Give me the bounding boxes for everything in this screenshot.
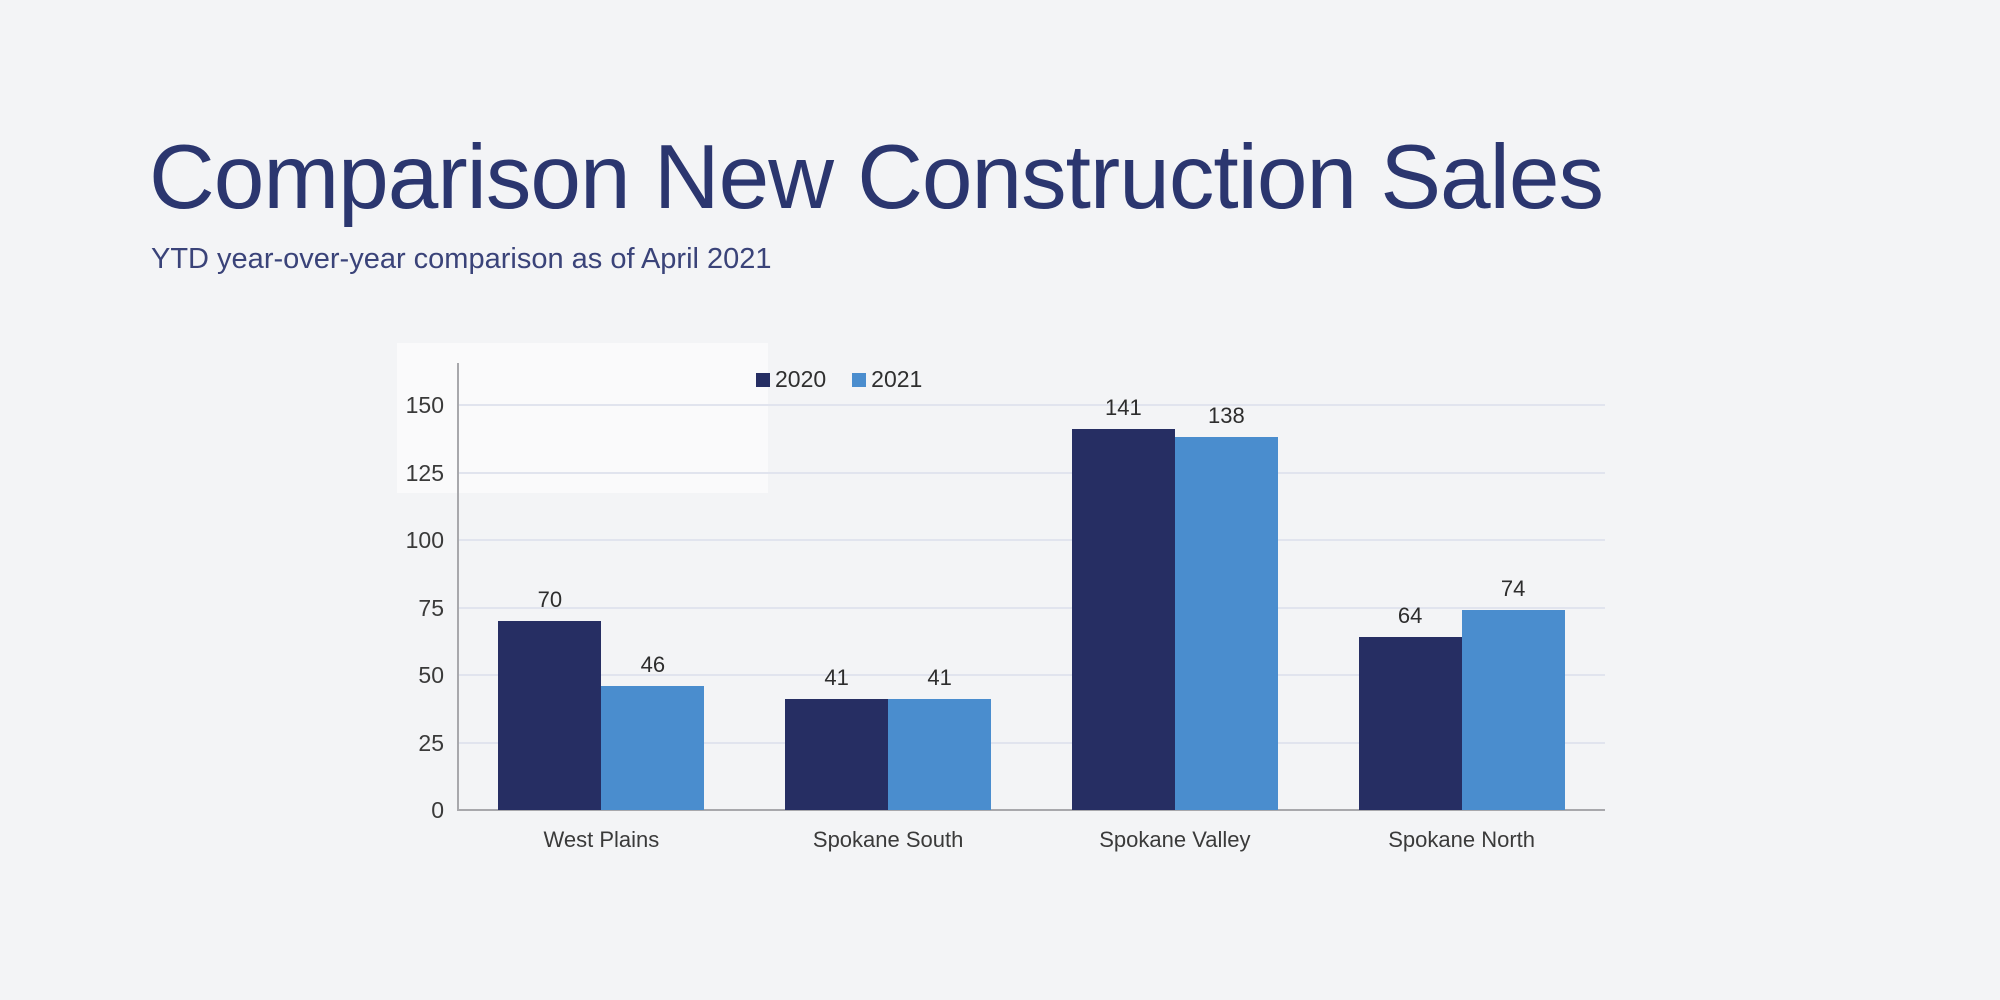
- gridline-75: [458, 606, 1605, 609]
- legend-swatch-2020: [756, 372, 770, 387]
- category-label-spokane-north: Spokane North: [1388, 827, 1535, 852]
- legend-swatch-2021: [852, 372, 867, 387]
- bar-2021-spokane-south: [888, 699, 992, 810]
- page-subtitle: YTD year-over-year comparison as of Apri…: [151, 243, 772, 275]
- gridline-50: [458, 674, 1605, 676]
- y-tick-label-25: 25: [418, 729, 444, 756]
- legend-entry-2021: 2021: [852, 368, 922, 391]
- y-tick-label-100: 100: [405, 527, 444, 553]
- chart-legend: 2020 2021: [756, 368, 922, 391]
- bar-2021-west-plains: [601, 685, 705, 810]
- bar-value-2020-west-plains: 70: [537, 587, 563, 612]
- gridline-100: [458, 539, 1605, 541]
- bar-value-2021-spokane-valley: 138: [1208, 403, 1245, 429]
- bar-value-2021-spokane-north: 74: [1500, 576, 1526, 602]
- gridline-25: [458, 741, 1605, 744]
- category-label-spokane-south: Spokane South: [812, 827, 964, 852]
- category-label-spokane-valley: Spokane Valley: [1099, 827, 1251, 852]
- bar-2020-spokane-south: [785, 699, 889, 810]
- y-tick-label-0: 0: [431, 797, 444, 823]
- y-axis-line: [457, 363, 459, 810]
- bar-2020-spokane-valley: [1071, 429, 1175, 810]
- bar-value-2020-spokane-north: 64: [1397, 603, 1423, 629]
- y-tick-label-50: 50: [418, 662, 444, 688]
- legend-entry-2020: 2020: [756, 368, 826, 391]
- bar-value-2021-spokane-south: 41: [927, 665, 952, 691]
- category-label-west-plains: West Plains: [543, 827, 660, 852]
- page-title: Comparison New Construction Sales: [149, 127, 1604, 228]
- bar-2020-spokane-north: [1358, 637, 1462, 810]
- bar-value-2020-spokane-south: 41: [824, 665, 849, 691]
- bar-2020-west-plains: [498, 621, 602, 810]
- background-highlight-panel: [397, 343, 768, 493]
- x-axis-line: [457, 809, 1605, 811]
- bar-2021-spokane-valley: [1174, 437, 1278, 810]
- bar-value-2020-spokane-valley: 141: [1105, 395, 1142, 421]
- y-tick-label-75: 75: [418, 594, 444, 621]
- y-tick-label-125: 125: [405, 459, 444, 486]
- gridline-150: [458, 404, 1605, 406]
- y-tick-label-150: 150: [405, 392, 444, 418]
- legend-label-2021: 2021: [871, 366, 923, 392]
- bar-value-2021-west-plains: 46: [640, 651, 666, 677]
- gridline-125: [458, 471, 1605, 474]
- bar-2021-spokane-north: [1461, 610, 1565, 810]
- legend-label-2020: 2020: [775, 366, 827, 392]
